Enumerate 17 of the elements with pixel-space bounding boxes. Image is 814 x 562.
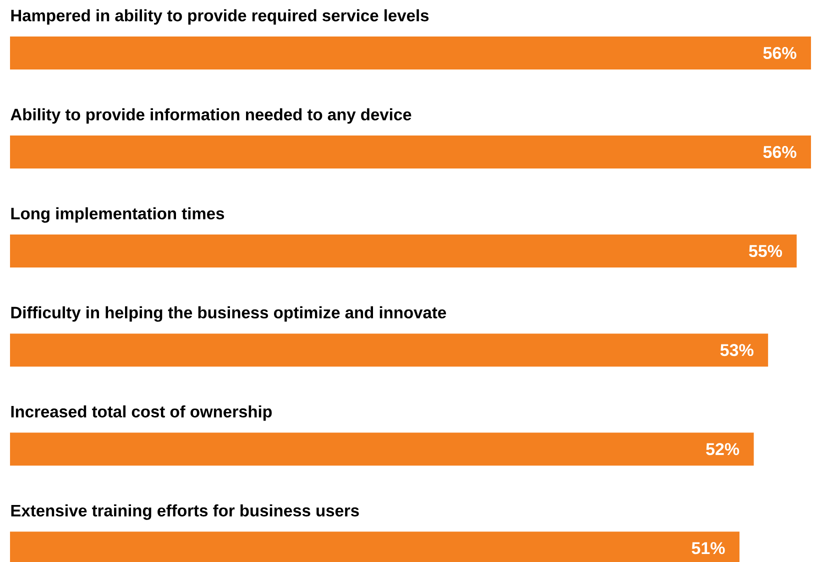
- data-label: 56%: [763, 46, 796, 60]
- bar: [10, 36, 811, 70]
- y-tick-label: Hampered in ability to provide required service levels: [11, 9, 429, 25]
- y-tick-label: Long implementation times: [11, 207, 224, 223]
- y-tick-label: Increased total cost of ownership: [11, 405, 272, 421]
- bar: [10, 334, 768, 367]
- data-label: 51%: [692, 542, 725, 554]
- bar: [10, 136, 811, 169]
- bar: [10, 234, 797, 268]
- y-tick-label: Difficulty in helping the business optimize and innovate: [11, 306, 446, 322]
- bar: [10, 432, 754, 466]
- data-label: 52%: [706, 443, 740, 456]
- data-label: 56%: [763, 146, 796, 158]
- y-tick-label: Extensive training efforts for business users: [11, 504, 359, 520]
- data-label: 53%: [720, 344, 754, 356]
- data-label: 55%: [748, 245, 782, 258]
- y-tick-label: Ability to provide information needed to any device: [10, 108, 412, 124]
